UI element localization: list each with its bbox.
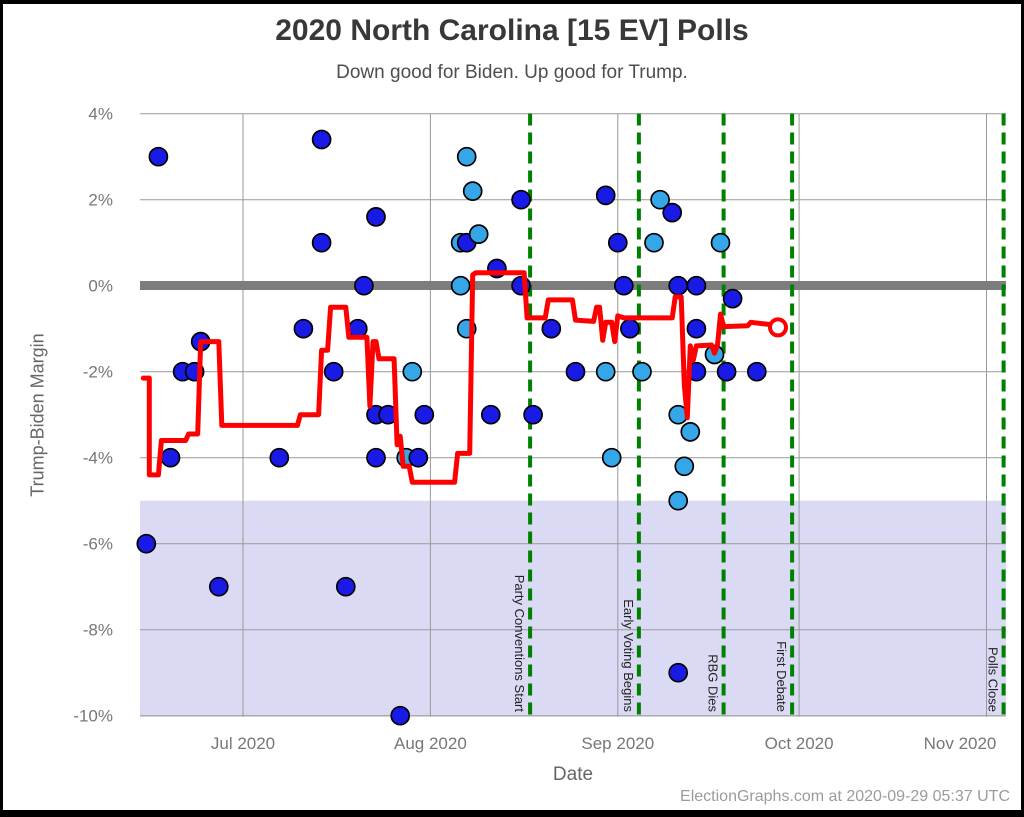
poll-dot-dark [311,129,332,150]
poll-dot-dark [662,202,683,223]
poll-dot-dark [620,318,640,339]
poll-dot-dark [746,361,767,382]
poll-dot-light [710,232,731,253]
poll-dot-light [668,490,689,511]
poll-dot-dark [148,146,169,167]
poll-dot-light [402,361,423,382]
poll-dot-dark [293,318,314,339]
y-tick-label: -8% [83,621,113,640]
poll-dot-dark [607,232,628,253]
poll-dot-dark [269,447,290,468]
poll-dot-light [674,456,695,477]
poll-dot-dark [208,576,229,597]
event-label: Early Voting Begins [621,599,636,712]
poll-dot-light [680,422,701,442]
poll-dot-light [468,224,489,244]
poll-dot-light [462,181,483,201]
poll-dot-dark [335,576,356,597]
event-label: First Debate [774,641,789,712]
poll-dot-dark [414,404,435,425]
y-tick-label: 4% [88,105,113,124]
poll-dot-dark [686,275,707,296]
poll-dot-dark [668,275,689,296]
poll-dot-dark [480,404,501,425]
y-axis-title: Trump-Biden Margin [27,333,48,497]
poll-dot-dark [613,275,634,296]
x-tick-label: Jul 2020 [211,734,275,753]
poll-dot-dark [595,185,616,206]
poll-dot-dark [565,361,586,382]
poll-dot-dark [323,361,344,382]
x-tick-label: Sep 2020 [581,734,654,753]
poll-dot-light [601,447,622,468]
poll-dot-dark [408,447,429,468]
poll-dot-light [632,361,652,382]
poll-dot-dark [136,533,157,554]
x-tick-label: Oct 2020 [765,734,834,753]
poll-dot-dark [366,207,386,227]
poll-dot-dark [716,361,737,382]
zero-margin-band [140,281,1006,290]
y-tick-label: -6% [83,535,113,554]
event-label: Polls Close [986,647,1001,712]
trend-end-marker [768,317,788,338]
x-axis-title: Date [552,764,594,785]
y-tick-label: -4% [83,449,113,468]
poll-dot-dark [511,189,531,210]
chart-title: 2020 North Carolina [15 EV] Polls [275,14,749,47]
poll-dot-dark [390,705,411,726]
poll-dot-dark [523,404,543,425]
poll-dot-light [456,146,477,167]
biden-lead-band [140,500,1006,717]
poll-dot-dark [668,662,689,683]
event-label: RBG Dies [706,654,721,712]
y-tick-label: -2% [83,363,113,382]
poll-dot-dark [311,232,332,253]
poll-dot-light [650,189,670,210]
x-tick-label: Nov 2020 [924,734,997,753]
chart-subtitle: Down good for Biden. Up good for Trump. [336,62,688,83]
x-tick-label: Aug 2020 [394,734,467,753]
poll-dot-light [450,275,471,296]
poll-dot-dark [686,318,707,339]
poll-dot-dark [354,275,374,296]
poll-dot-dark [160,447,181,468]
footer-credit: ElectionGraphs.com at 2020-09-29 05:37 U… [680,788,1010,805]
poll-dot-dark [722,288,743,309]
trend-line [140,270,781,485]
poll-dot-light [595,361,616,382]
poll-dot-dark [366,447,386,468]
poll-dot-light [644,232,664,253]
y-tick-label: 2% [88,191,113,210]
y-tick-label: -10% [73,707,113,726]
event-label: Party Conventions Start [512,575,527,713]
poll-dot-dark [541,318,562,339]
y-tick-label: 0% [88,277,113,296]
